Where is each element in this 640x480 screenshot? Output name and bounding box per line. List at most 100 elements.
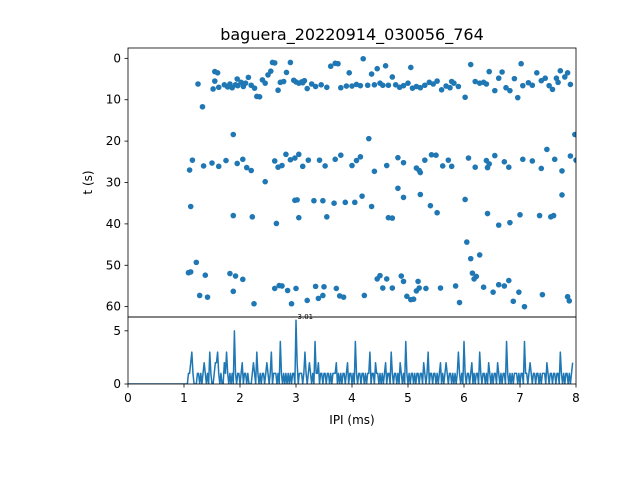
scatter-point bbox=[418, 192, 424, 198]
scatter-point bbox=[281, 79, 287, 85]
scatter-point bbox=[502, 159, 508, 165]
y-tick-label: 0 bbox=[113, 377, 121, 391]
scatter-point bbox=[288, 60, 294, 66]
x-tick-label: 1 bbox=[180, 391, 188, 405]
scatter-point bbox=[296, 215, 302, 221]
x-tick-label: 3 bbox=[292, 391, 300, 405]
scatter-point bbox=[568, 82, 574, 88]
scatter-point bbox=[486, 69, 492, 75]
scatter-point bbox=[215, 70, 221, 76]
scatter-point bbox=[485, 211, 491, 217]
scatter-point bbox=[411, 296, 417, 302]
scatter-point bbox=[530, 82, 536, 88]
scatter-point bbox=[272, 60, 278, 66]
scatter-point bbox=[349, 163, 355, 169]
scatter-point bbox=[390, 215, 396, 221]
scatter-point bbox=[542, 75, 548, 81]
scatter-point bbox=[446, 157, 452, 163]
scatter-point bbox=[383, 63, 389, 69]
scatter-point bbox=[507, 88, 513, 94]
scatter-point bbox=[322, 163, 328, 169]
scatter-point bbox=[550, 87, 556, 93]
scatter-point bbox=[216, 164, 222, 170]
scatter-point bbox=[492, 153, 498, 159]
scatter-point bbox=[201, 163, 207, 169]
scatter-point bbox=[408, 65, 414, 71]
scatter-point bbox=[250, 214, 256, 220]
scatter-point bbox=[338, 152, 344, 158]
scatter-point bbox=[499, 69, 505, 75]
scatter-point bbox=[386, 82, 392, 88]
scatter-point bbox=[360, 56, 366, 62]
scatter-point bbox=[496, 222, 502, 228]
scatter-point bbox=[398, 273, 404, 279]
scatter-point bbox=[492, 88, 498, 94]
scatter-point bbox=[449, 164, 455, 170]
scatter-point bbox=[346, 70, 352, 76]
scatter-point bbox=[453, 283, 459, 289]
scatter-point bbox=[468, 256, 474, 262]
scatter-point bbox=[377, 273, 383, 279]
scatter-point bbox=[248, 168, 254, 174]
scatter-point bbox=[252, 85, 258, 91]
scatter-point bbox=[434, 78, 440, 84]
scatter-point bbox=[210, 86, 216, 92]
scatter-point bbox=[390, 285, 396, 291]
scatter-point bbox=[496, 282, 502, 288]
scatter-point bbox=[517, 212, 523, 218]
x-tick-label: 5 bbox=[404, 391, 412, 405]
scatter-point bbox=[401, 160, 407, 166]
scatter-point bbox=[293, 286, 299, 292]
scatter-point bbox=[518, 61, 524, 67]
y-axis-label: t (s) bbox=[81, 170, 95, 194]
scatter-point bbox=[457, 300, 463, 306]
scatter-point bbox=[334, 286, 340, 292]
scatter-point bbox=[462, 197, 468, 203]
scatter-point bbox=[320, 293, 326, 299]
scatter-point bbox=[324, 85, 330, 91]
x-tick-label: 8 bbox=[572, 391, 580, 405]
scatter-point bbox=[209, 160, 215, 166]
x-axis-label: IPI (ms) bbox=[329, 413, 374, 427]
scatter-point bbox=[320, 198, 326, 204]
scatter-point bbox=[440, 163, 446, 169]
scatter-point bbox=[304, 86, 310, 92]
scatter-point bbox=[472, 164, 478, 170]
scatter-point bbox=[294, 197, 300, 203]
scatter-point bbox=[317, 157, 323, 163]
x-tick-label: 2 bbox=[236, 391, 244, 405]
scatter-point bbox=[530, 158, 536, 164]
scatter-point bbox=[313, 284, 319, 290]
scatter-point bbox=[197, 293, 203, 299]
scatter-point bbox=[565, 70, 571, 76]
scatter-point bbox=[187, 167, 193, 173]
scatter-point bbox=[300, 164, 306, 170]
chart-title: baguera_20220914_030056_764 bbox=[220, 25, 484, 45]
y-tick-label: 60 bbox=[106, 300, 121, 314]
scatter-point bbox=[313, 84, 319, 90]
scatter-point bbox=[395, 185, 401, 191]
scatter-point bbox=[344, 83, 350, 89]
scatter-point bbox=[502, 283, 508, 289]
scatter-point bbox=[188, 269, 194, 275]
scatter-point bbox=[380, 82, 386, 88]
scatter-point bbox=[274, 221, 280, 227]
scatter-point bbox=[306, 157, 312, 163]
scatter-point bbox=[468, 62, 474, 68]
scatter-point bbox=[566, 298, 572, 304]
scatter-point bbox=[321, 284, 327, 290]
scatter-point bbox=[428, 203, 434, 209]
scatter-point bbox=[362, 293, 368, 299]
y-tick-label: 20 bbox=[106, 134, 121, 148]
scatter-point bbox=[279, 163, 285, 169]
scatter-point bbox=[372, 169, 378, 175]
scatter-point bbox=[414, 288, 420, 294]
scatter-point bbox=[423, 286, 429, 292]
scatter-point bbox=[490, 289, 496, 295]
scatter-point bbox=[384, 276, 390, 282]
scatter-point bbox=[401, 195, 407, 201]
scatter-point bbox=[194, 260, 200, 266]
scatter-point bbox=[537, 213, 543, 219]
